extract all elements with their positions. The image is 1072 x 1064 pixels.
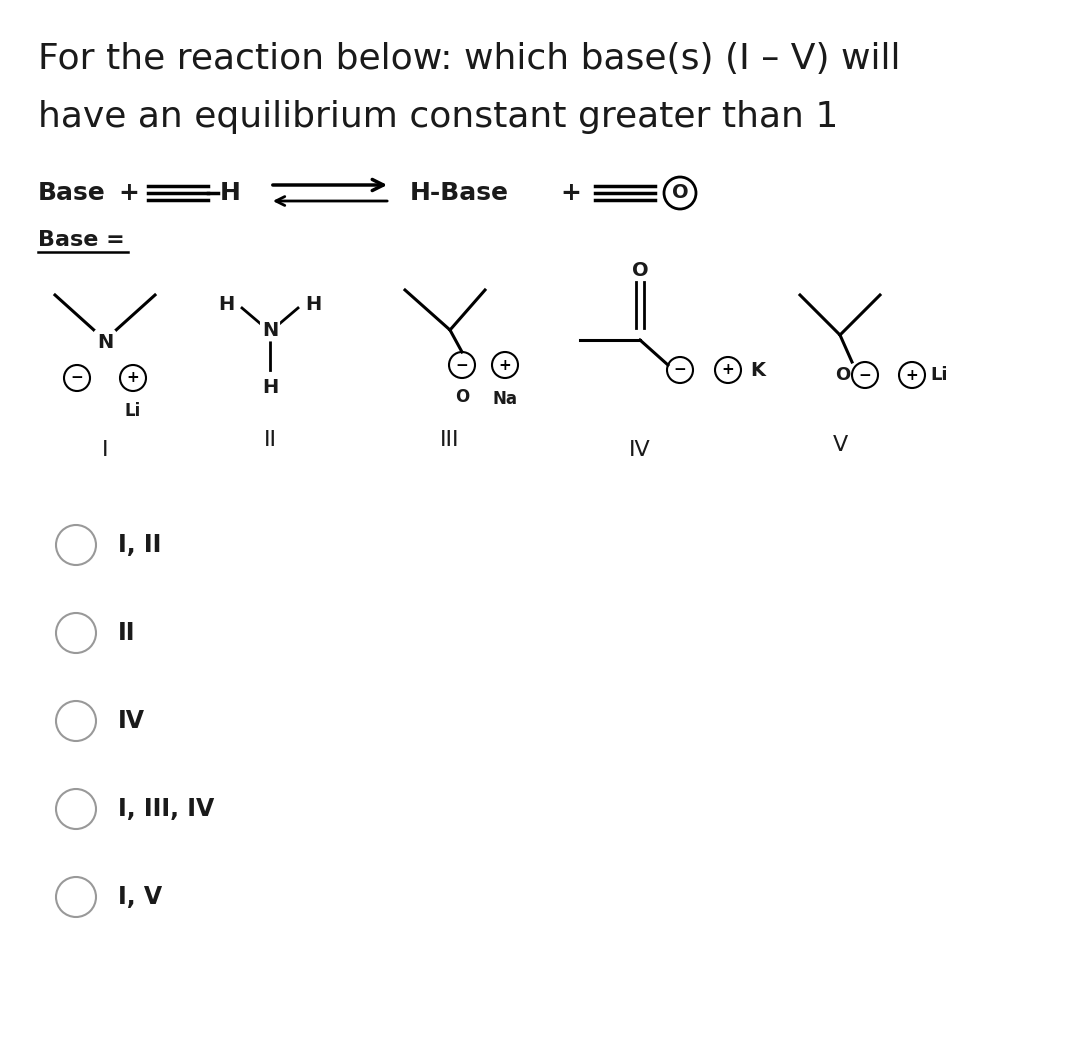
Text: H: H — [220, 181, 241, 205]
Text: Base: Base — [38, 181, 106, 205]
Text: IV: IV — [629, 440, 651, 460]
Text: I, V: I, V — [118, 885, 162, 909]
Text: +: + — [118, 181, 139, 205]
Text: N: N — [262, 320, 278, 339]
Text: +: + — [498, 358, 511, 372]
Text: K: K — [750, 361, 765, 380]
Text: have an equilibrium constant greater than 1: have an equilibrium constant greater tha… — [38, 100, 838, 134]
Text: O: O — [455, 388, 470, 406]
Text: I: I — [102, 440, 108, 460]
Text: −: − — [71, 370, 84, 385]
Text: N: N — [96, 332, 114, 351]
Text: +: + — [126, 370, 139, 385]
Text: H: H — [306, 296, 322, 315]
Text: H: H — [262, 378, 278, 397]
Text: O: O — [835, 366, 850, 384]
Text: V: V — [832, 435, 848, 455]
Text: II: II — [118, 621, 135, 645]
Text: Base =: Base = — [38, 230, 124, 250]
Text: II: II — [264, 430, 277, 450]
Text: −: − — [673, 363, 686, 378]
Text: −: − — [456, 358, 468, 372]
Text: +: + — [906, 367, 919, 382]
Text: O: O — [672, 183, 688, 202]
Text: +: + — [560, 181, 581, 205]
Text: IV: IV — [118, 709, 145, 733]
Text: O: O — [631, 261, 649, 280]
Text: I, III, IV: I, III, IV — [118, 797, 214, 821]
Text: −: − — [859, 367, 872, 382]
Text: I, II: I, II — [118, 533, 162, 556]
Text: Li: Li — [124, 402, 142, 420]
Text: For the reaction below: which base(s) (I – V) will: For the reaction below: which base(s) (I… — [38, 41, 900, 76]
Text: H: H — [219, 296, 235, 315]
Text: Li: Li — [930, 366, 948, 384]
Text: H-Base: H-Base — [410, 181, 509, 205]
Text: Na: Na — [492, 390, 518, 408]
Text: +: + — [721, 363, 734, 378]
Text: III: III — [441, 430, 460, 450]
